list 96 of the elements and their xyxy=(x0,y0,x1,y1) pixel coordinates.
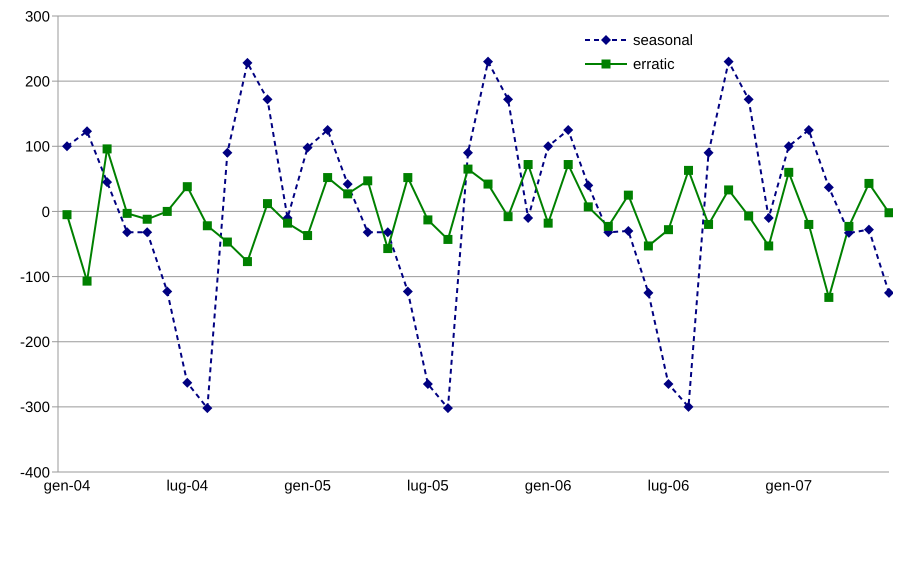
point xyxy=(102,177,112,188)
legend-label: erratic xyxy=(632,56,675,72)
point xyxy=(663,379,674,390)
point xyxy=(784,141,794,152)
point xyxy=(102,144,112,154)
point xyxy=(724,56,734,67)
point xyxy=(503,94,514,104)
point xyxy=(402,286,413,297)
point xyxy=(403,173,412,182)
point xyxy=(283,218,292,228)
point xyxy=(643,288,654,298)
point xyxy=(462,148,473,158)
point xyxy=(182,378,192,388)
point xyxy=(804,220,814,229)
point xyxy=(82,126,92,136)
point xyxy=(604,222,613,231)
point xyxy=(884,288,893,298)
x-tick-label: gen-05 xyxy=(284,478,331,495)
point xyxy=(483,56,494,67)
x-tick-label: gen-06 xyxy=(524,478,572,495)
y-tick-label: 200 xyxy=(24,73,50,90)
point xyxy=(162,286,172,297)
point xyxy=(563,125,574,135)
point xyxy=(142,214,152,224)
point xyxy=(242,257,252,266)
y-tick-label: -100 xyxy=(20,268,50,286)
x-tick-label: lug-06 xyxy=(648,478,690,495)
point xyxy=(343,189,352,198)
point xyxy=(844,222,854,231)
point xyxy=(62,141,72,152)
point xyxy=(623,226,634,236)
x-tick-label: lug-04 xyxy=(166,478,208,495)
point xyxy=(744,211,754,220)
point xyxy=(584,202,593,212)
point xyxy=(142,227,152,238)
point xyxy=(864,224,874,235)
point xyxy=(724,185,734,194)
point xyxy=(122,227,132,238)
point xyxy=(362,227,373,238)
point xyxy=(804,125,814,135)
point xyxy=(664,225,673,234)
legend-label: seasonal xyxy=(632,32,693,48)
point xyxy=(182,182,192,192)
point xyxy=(744,94,754,104)
point xyxy=(684,402,694,412)
point xyxy=(704,148,714,158)
point xyxy=(222,148,232,158)
point xyxy=(644,241,653,250)
x-tick-label: lug-05 xyxy=(407,478,449,495)
point xyxy=(202,221,212,230)
point xyxy=(162,206,172,216)
point xyxy=(824,182,834,192)
point xyxy=(784,168,794,177)
point xyxy=(684,166,694,175)
point xyxy=(523,212,534,223)
point xyxy=(624,190,633,200)
y-tick-label: 300 xyxy=(24,8,50,26)
point xyxy=(864,178,874,188)
point xyxy=(704,220,714,229)
point xyxy=(764,212,774,223)
point xyxy=(262,94,272,104)
y-tick-label: -300 xyxy=(20,399,50,416)
point xyxy=(262,199,272,208)
point xyxy=(82,276,92,286)
point xyxy=(564,160,573,170)
point xyxy=(302,142,313,153)
point xyxy=(583,180,594,190)
point xyxy=(524,160,533,170)
y-tick-label: -200 xyxy=(20,334,50,352)
point xyxy=(442,403,453,414)
y-tick-label: 100 xyxy=(24,138,50,156)
point xyxy=(764,241,774,250)
point xyxy=(422,379,433,390)
point xyxy=(484,180,493,189)
point xyxy=(383,244,392,254)
point xyxy=(824,292,834,302)
point xyxy=(62,210,72,220)
point xyxy=(322,125,333,135)
point xyxy=(122,208,132,218)
point xyxy=(504,212,513,222)
point xyxy=(543,141,554,152)
point xyxy=(342,179,353,190)
point xyxy=(443,234,452,244)
point xyxy=(242,58,252,68)
point xyxy=(323,173,332,182)
point xyxy=(222,238,232,247)
point xyxy=(303,231,312,240)
point xyxy=(884,208,893,218)
point xyxy=(423,215,432,224)
point xyxy=(363,176,372,186)
point xyxy=(544,218,553,228)
y-tick-label: 0 xyxy=(42,204,50,221)
point xyxy=(202,403,212,414)
x-tick-label: gen-07 xyxy=(765,478,812,495)
point xyxy=(463,164,472,174)
point xyxy=(382,227,393,238)
